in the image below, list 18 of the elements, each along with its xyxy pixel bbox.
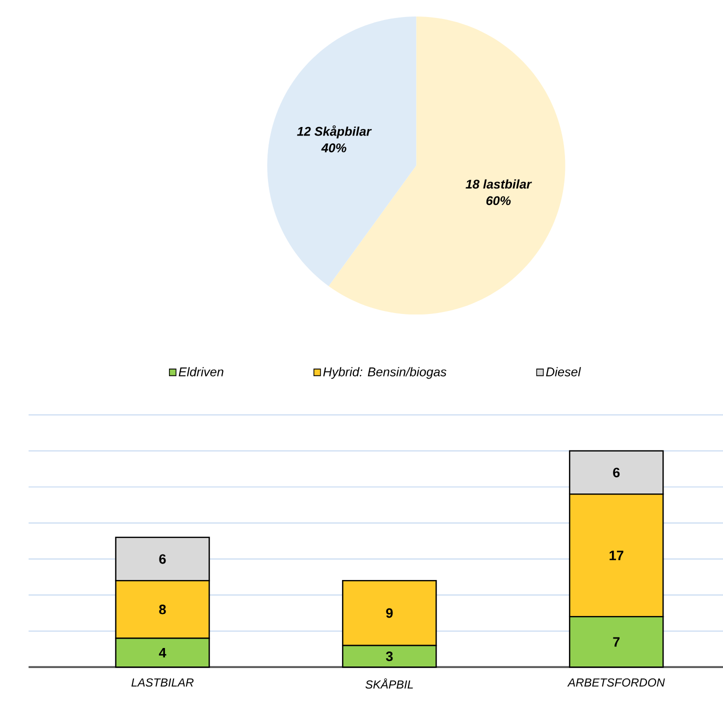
x-tick-label: ARBETSFORDON [567,678,665,686]
slice-label: 12 Skåpbilar [297,125,372,138]
x-tick-label: SKÅPBIL [365,678,413,689]
data-label: 40% [321,143,346,152]
data-label: 6 [613,468,620,478]
data-label: 17 [610,550,624,560]
legend-label: Hybrid: Bensin/biogas [323,366,446,379]
data-label: 9 [386,608,393,618]
data-label: 4 [158,648,166,658]
legend-label: Eldriven [178,366,224,376]
data-label: 60% [486,196,511,206]
x-tick-label: LASTBILAR [131,678,194,686]
data-label: 3 [386,651,393,662]
data-label: 7 [613,637,620,646]
data-label: 8 [159,604,166,614]
data-label: 6 [159,554,166,564]
legend-label: Diesel [546,366,581,376]
slice-label: 18 lastbilar [466,179,532,189]
